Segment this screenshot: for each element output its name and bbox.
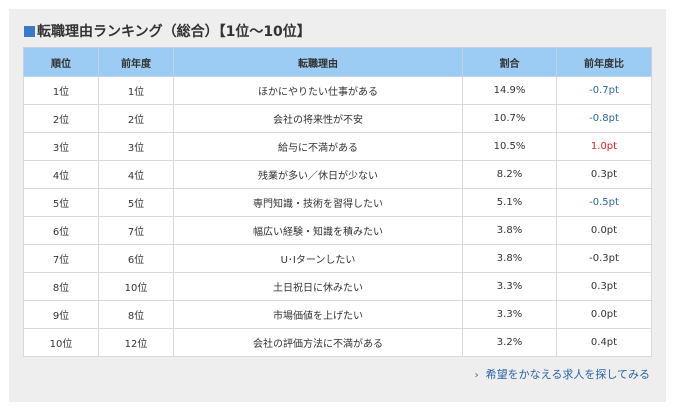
cell-prev-year: 2位 (98, 104, 174, 133)
ranking-title-row: 転職理由ランキング（総合）【1位〜10位】 (24, 22, 311, 42)
cell-ratio: 3.8% (462, 244, 557, 273)
cell-prev-year: 12位 (98, 328, 174, 357)
cell-rank: 1位 (23, 76, 99, 105)
square-bullet-icon (24, 26, 35, 37)
header-reason: 転職理由 (173, 47, 463, 77)
search-jobs-link-label: 希望をかなえる求人を探してみる (485, 368, 650, 381)
cell-reason: 幅広い経験・知識を積みたい (173, 216, 463, 245)
cell-prev-year: 6位 (98, 244, 174, 273)
cell-ratio: 3.3% (462, 300, 557, 329)
ranking-panel: 転職理由ランキング（総合）【1位〜10位】 順位 前年度 転職理由 割合 前年度… (9, 9, 666, 402)
table-header-row: 順位 前年度 転職理由 割合 前年度比 (23, 47, 652, 77)
cell-change: 1.0pt (556, 132, 652, 161)
cell-reason: 会社の評価方法に不満がある (173, 328, 463, 357)
cell-ratio: 8.2% (462, 160, 557, 189)
cell-rank: 8位 (23, 272, 99, 301)
cell-rank: 3位 (23, 132, 99, 161)
table-body: 1位 1位 ほかにやりたい仕事がある 14.9% -0.7pt 2位 2位 会社の将来性が不安… (23, 76, 652, 357)
table-row: 4位 4位 残業が多い／休日が少ない 8.2% 0.3pt (23, 160, 652, 189)
cell-ratio: 3.3% (462, 272, 557, 301)
cell-prev-year: 5位 (98, 188, 174, 217)
cell-reason: 専門知識・技術を習得したい (173, 188, 463, 217)
cell-change: 0.3pt (556, 160, 652, 189)
cell-reason: 給与に不満がある (173, 132, 463, 161)
cell-rank: 4位 (23, 160, 99, 189)
cell-prev-year: 3位 (98, 132, 174, 161)
ranking-title: 転職理由ランキング（総合）【1位〜10位】 (37, 24, 311, 40)
cell-reason: 土日祝日に休みたい (173, 272, 463, 301)
cell-rank: 6位 (23, 216, 99, 245)
cell-change: -0.7pt (556, 76, 652, 105)
cell-rank: 10位 (23, 328, 99, 357)
table-row: 9位 8位 市場価値を上げたい 3.3% 0.0pt (23, 300, 652, 329)
cell-ratio: 5.1% (462, 188, 557, 217)
cell-change: -0.3pt (556, 244, 652, 273)
search-jobs-link[interactable]: › 希望をかなえる求人を探してみる (475, 366, 650, 382)
table-row: 1位 1位 ほかにやりたい仕事がある 14.9% -0.7pt (23, 76, 652, 105)
table-row: 3位 3位 給与に不満がある 10.5% 1.0pt (23, 132, 652, 161)
header-ratio: 割合 (462, 47, 557, 77)
cell-ratio: 14.9% (462, 76, 557, 105)
cell-prev-year: 1位 (98, 76, 174, 105)
cell-change: 0.4pt (556, 328, 652, 357)
header-rank: 順位 (23, 47, 99, 77)
cell-reason: 市場価値を上げたい (173, 300, 463, 329)
cell-rank: 5位 (23, 188, 99, 217)
cell-rank: 9位 (23, 300, 99, 329)
table-row: 7位 6位 U･Iターンしたい 3.8% -0.3pt (23, 244, 652, 273)
header-change: 前年度比 (556, 47, 652, 77)
cell-ratio: 3.2% (462, 328, 557, 357)
cell-prev-year: 4位 (98, 160, 174, 189)
cell-change: 0.0pt (556, 216, 652, 245)
cell-ratio: 10.7% (462, 104, 557, 133)
cell-change: 0.0pt (556, 300, 652, 329)
table-row: 2位 2位 会社の将来性が不安 10.7% -0.8pt (23, 104, 652, 133)
cell-ratio: 10.5% (462, 132, 557, 161)
cell-rank: 2位 (23, 104, 99, 133)
cell-reason: 残業が多い／休日が少ない (173, 160, 463, 189)
cell-ratio: 3.8% (462, 216, 557, 245)
cell-change: -0.8pt (556, 104, 652, 133)
cell-change: -0.5pt (556, 188, 652, 217)
ranking-table: 順位 前年度 転職理由 割合 前年度比 1位 1位 ほかにやりたい仕事がある 14.9… (23, 47, 652, 357)
cell-reason: U･Iターンしたい (173, 244, 463, 273)
cell-prev-year: 7位 (98, 216, 174, 245)
cell-change: 0.3pt (556, 272, 652, 301)
table-row: 5位 5位 専門知識・技術を習得したい 5.1% -0.5pt (23, 188, 652, 217)
cell-prev-year: 8位 (98, 300, 174, 329)
table-row: 8位 10位 土日祝日に休みたい 3.3% 0.3pt (23, 272, 652, 301)
cell-reason: 会社の将来性が不安 (173, 104, 463, 133)
cell-prev-year: 10位 (98, 272, 174, 301)
cell-reason: ほかにやりたい仕事がある (173, 76, 463, 105)
cell-rank: 7位 (23, 244, 99, 273)
header-prev-year: 前年度 (98, 47, 174, 77)
table-row: 6位 7位 幅広い経験・知識を積みたい 3.8% 0.0pt (23, 216, 652, 245)
chevron-right-icon: › (474, 370, 479, 381)
table-row: 10位 12位 会社の評価方法に不満がある 3.2% 0.4pt (23, 328, 652, 357)
